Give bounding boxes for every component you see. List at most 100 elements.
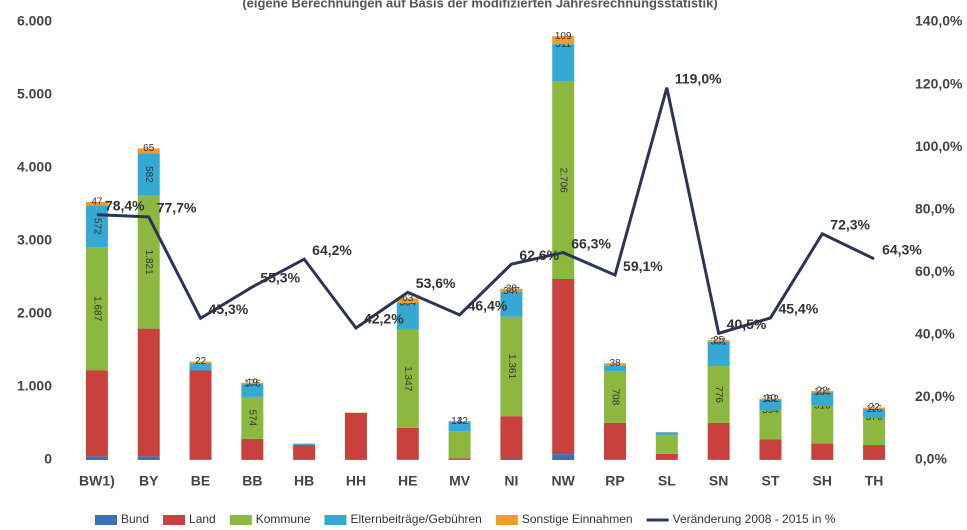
- bar-segment: [604, 459, 627, 460]
- y-tick-label: 6.000: [17, 13, 52, 29]
- bar-segment: [189, 361, 212, 364]
- legend-swatch: [229, 515, 252, 525]
- point-label: 64,2%: [312, 242, 352, 258]
- bar-segment: [241, 396, 264, 439]
- y2-tick-label: 60,0%: [915, 263, 955, 279]
- segment-label: 10: [765, 393, 777, 404]
- bar-segment: [863, 417, 886, 446]
- point-label: 77,7%: [157, 200, 197, 216]
- segment-label: 511: [555, 39, 571, 50]
- bar-segment: [759, 399, 782, 411]
- segment-label: 776: [713, 386, 724, 403]
- bar-segment: [707, 340, 730, 342]
- bar-segment: [448, 421, 471, 432]
- bar-segment: [759, 439, 782, 460]
- bar-segment: [500, 291, 523, 317]
- bar-segment: [552, 81, 575, 279]
- point-label: 45,3%: [209, 301, 249, 317]
- segment-label: 708: [609, 389, 620, 406]
- legend-swatch: [163, 515, 186, 525]
- segment-label: 65: [143, 143, 155, 154]
- segment-label: 516: [814, 401, 831, 412]
- x-tick-label: BB: [242, 473, 262, 489]
- segment-label: 109: [555, 31, 572, 42]
- segment-label: 1.347: [402, 366, 413, 391]
- bar-segment: [604, 371, 627, 423]
- bar-segment: [137, 153, 160, 196]
- bar-segment: [85, 247, 108, 371]
- bar-segment: [241, 382, 264, 385]
- bar-segment: [448, 431, 471, 459]
- segment-label: 2.706: [558, 168, 569, 193]
- bar-segment: [552, 44, 575, 82]
- y2-tick-label: 140,0%: [915, 13, 963, 29]
- segment-label: 1.361: [506, 354, 517, 379]
- segment-label: 1.687: [91, 296, 102, 321]
- x-tick-label: ST: [762, 473, 780, 489]
- point-label: 66,3%: [571, 235, 611, 251]
- bar-segment: [189, 370, 212, 460]
- bar-segment: [863, 409, 886, 418]
- y2-tick-label: 80,0%: [915, 200, 955, 216]
- point-label: 72,3%: [830, 217, 870, 233]
- bar-segment: [137, 456, 160, 460]
- line: [96, 87, 875, 336]
- x-tick-label: HH: [346, 473, 366, 489]
- y2-tick-label: 100,0%: [915, 138, 963, 154]
- bar-segment: [552, 278, 575, 455]
- bar-segment: [811, 443, 834, 460]
- point-label: 53,6%: [416, 275, 456, 291]
- bar-segment: [500, 288, 523, 292]
- segment-label: 25: [713, 335, 725, 346]
- bar-segment: [863, 445, 886, 460]
- segment-label: 19: [247, 377, 259, 388]
- bar-segment: [707, 366, 730, 423]
- segment-label: 47: [91, 197, 103, 208]
- bar-segment: [241, 459, 264, 460]
- segment-label: 4: [457, 416, 463, 427]
- legend-label: Land: [189, 512, 216, 526]
- point-label: 64,3%: [882, 242, 922, 258]
- segment-label: 572: [91, 218, 102, 235]
- legend-label: Kommune: [256, 512, 311, 526]
- segment-label: 376: [866, 412, 883, 423]
- bar-segment: [500, 416, 523, 459]
- x-tick-label: BE: [191, 473, 210, 489]
- point-label: 42,2%: [364, 311, 404, 327]
- bar-segment: [189, 459, 212, 460]
- x-tick-label: NI: [504, 473, 518, 489]
- bar-segment: [293, 445, 316, 460]
- segment-label: 116: [866, 404, 882, 415]
- segment-label: 22: [195, 356, 207, 367]
- segment-label: 394: [762, 405, 779, 416]
- bar-segment: [241, 384, 264, 397]
- bar-segment: [811, 390, 834, 393]
- bar-segment: [85, 370, 108, 457]
- point-label: 78,4%: [105, 197, 145, 213]
- segment-label: 63: [402, 293, 414, 304]
- point-label: 40,5%: [727, 316, 767, 332]
- segment-label: 1.821: [143, 250, 154, 275]
- segment-label: 184: [814, 387, 831, 398]
- y-tick-label: 2.000: [17, 305, 52, 321]
- segment-label: 364: [399, 298, 416, 309]
- segment-label: 38: [609, 358, 621, 369]
- x-tick-label: RP: [605, 473, 624, 489]
- x-tick-label: NW: [552, 473, 576, 489]
- y2-tick-label: 0,0%: [915, 451, 947, 467]
- bar-segment: [759, 410, 782, 440]
- bar-segment: [448, 458, 471, 460]
- x-tick-label: HE: [398, 473, 417, 489]
- segment-label: 331: [710, 337, 727, 348]
- bar-segment: [500, 316, 523, 417]
- bar-segment: [293, 443, 316, 446]
- point-label: 119,0%: [675, 70, 722, 86]
- bar-segment: [396, 459, 419, 460]
- point-label: 59,1%: [623, 258, 663, 274]
- segment-label: 176: [244, 379, 261, 390]
- segment-label: 38: [506, 283, 518, 294]
- legend-swatch: [95, 515, 117, 525]
- y-tick-label: 4.000: [17, 159, 52, 175]
- segment-label: 347: [503, 286, 520, 297]
- bar-segment: [396, 302, 419, 330]
